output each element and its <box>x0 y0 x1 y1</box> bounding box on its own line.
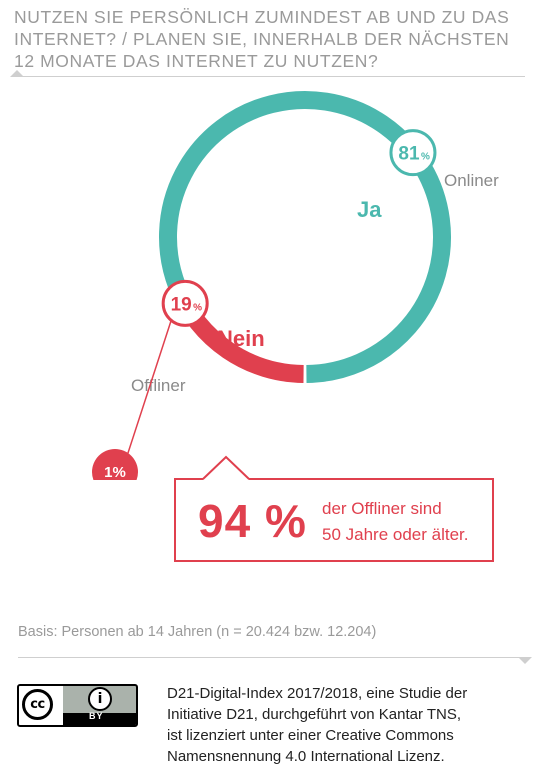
callout-line-1: der Offliner sind <box>322 499 442 518</box>
license-text: D21-Digital-Index 2017/2018, eine Studie… <box>167 683 527 767</box>
footer-divider-marker <box>518 657 532 664</box>
ja-label: Ja <box>357 197 382 222</box>
ja-percent-value: 81 <box>398 144 420 165</box>
nein-percent-sign: % <box>193 302 202 313</box>
onliner-label: Onliner <box>444 171 499 190</box>
callout-box: 94 % der Offliner sind 50 Jahre oder ält… <box>174 478 494 562</box>
license-line-2: Initiative D21, durchgeführt von Kantar … <box>167 706 462 723</box>
basis-note: Basis: Personen ab 14 Jahren (n = 20.424… <box>18 624 377 640</box>
license-line-1: D21-Digital-Index 2017/2018, eine Studie… <box>167 685 468 702</box>
callout-pointer-cover <box>203 457 249 480</box>
footer-divider <box>18 657 530 658</box>
cc-by-label: BY <box>89 711 104 721</box>
license-line-4: Namensnennung 4.0 International Lizenz. <box>167 748 445 765</box>
planer-connector-line <box>126 320 172 457</box>
header-divider <box>14 76 525 77</box>
cc-by-badge[interactable]: cc i BY <box>17 684 138 727</box>
nein-percent-badge <box>161 279 209 327</box>
planer-percent-value: 1% <box>104 464 126 480</box>
callout-text: der Offliner sind 50 Jahre oder älter. <box>322 496 468 548</box>
license-line-3: ist lizenziert unter einer Creative Comm… <box>167 727 454 744</box>
ja-percent-badge <box>389 129 437 177</box>
cc-icon: cc <box>22 689 53 720</box>
donut-slice-ja <box>159 91 451 383</box>
callout-line-2: 50 Jahre oder älter. <box>322 525 469 544</box>
ja-percent-sign: % <box>421 152 430 163</box>
page-title: NUTZEN SIE PERSÖNLICH ZUMINDEST AB UND Z… <box>14 7 510 71</box>
callout-percent: 94 % <box>198 495 307 547</box>
attribution-icon: i <box>88 687 112 711</box>
planer-dot <box>92 449 138 480</box>
nein-percent-value: 19 <box>171 294 192 315</box>
nein-label: Nein <box>217 326 265 351</box>
divider-marker <box>10 70 24 77</box>
offliner-label: Offliner <box>131 376 186 395</box>
cc-by-bar <box>63 713 136 725</box>
callout-pointer-edge <box>202 455 250 480</box>
donut-chart: 81 % 19 % Ja Nein Onliner Offliner 1% Nu… <box>92 91 499 480</box>
